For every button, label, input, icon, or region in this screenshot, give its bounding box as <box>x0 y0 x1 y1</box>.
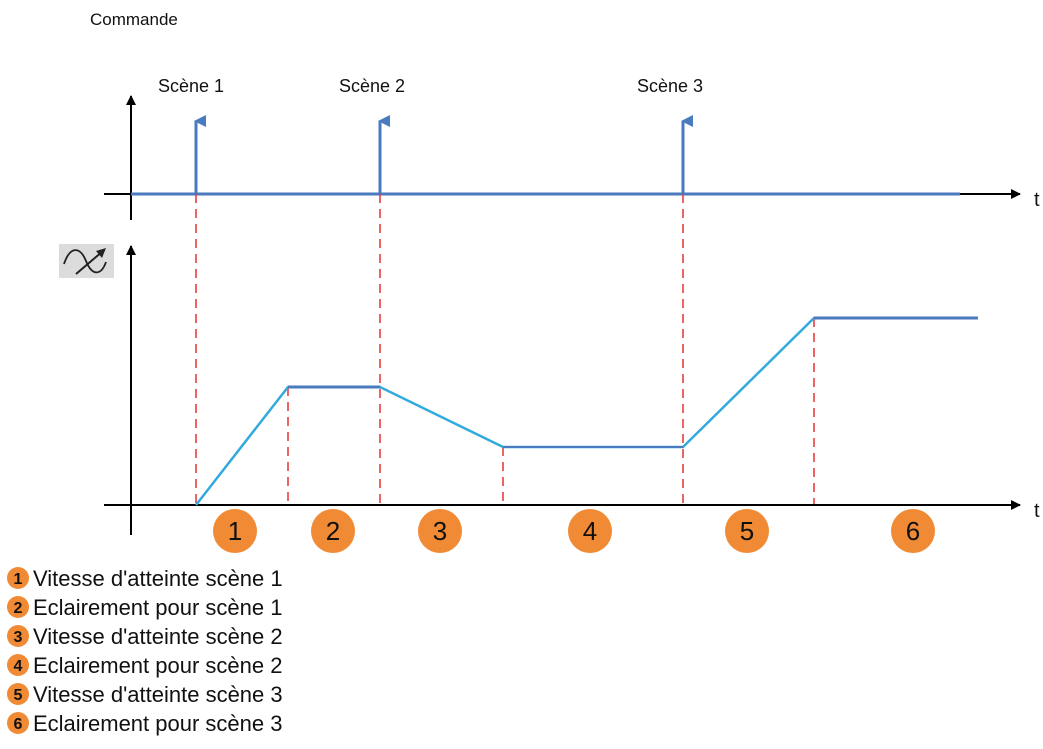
legend-text: Vitesse d'atteinte scène 3 <box>33 682 283 707</box>
phase-badge-5 <box>725 509 769 553</box>
light-level-curve <box>195 316 978 506</box>
phase-6-number: 6 <box>906 516 920 546</box>
legend-text: Vitesse d'atteinte scène 2 <box>33 624 283 649</box>
legend-badge <box>7 683 29 705</box>
phase-1-number: 1 <box>228 516 242 546</box>
phase-badge-6 <box>891 509 935 553</box>
legend-badge <box>7 625 29 647</box>
legend-item: 5 Vitesse d'atteinte scène 3 <box>7 682 283 707</box>
legend-item: 1 Vitesse d'atteinte scène 1 <box>7 566 283 591</box>
phase-badges: 1 2 3 4 5 6 <box>213 509 935 553</box>
dimmer-curve-icon <box>59 244 114 278</box>
legend-badge <box>7 567 29 589</box>
phase-badge-4 <box>568 509 612 553</box>
legend-number: 6 <box>14 716 23 733</box>
legend-item: 2 Eclairement pour scène 1 <box>7 595 282 620</box>
legend-item: 6 Eclairement pour scène 3 <box>7 711 282 736</box>
phase-badge-1 <box>213 509 257 553</box>
phase-2-number: 2 <box>326 516 340 546</box>
phase-5-number: 5 <box>740 516 754 546</box>
legend-badge <box>7 596 29 618</box>
legend: 1 Vitesse d'atteinte scène 1 2 Eclaireme… <box>7 566 283 736</box>
legend-text: Eclairement pour scène 1 <box>33 595 282 620</box>
legend-text: Eclairement pour scène 3 <box>33 711 282 736</box>
phase-badge-3 <box>418 509 462 553</box>
legend-number: 2 <box>14 600 23 617</box>
diagram-title: Commande <box>90 10 178 29</box>
phase-badge-2 <box>311 509 355 553</box>
legend-badge <box>7 654 29 676</box>
phase-3-number: 3 <box>433 516 447 546</box>
command-axis-t-label: t <box>1034 189 1040 211</box>
legend-number: 5 <box>14 687 23 704</box>
legend-item: 3 Vitesse d'atteinte scène 2 <box>7 624 283 649</box>
phase-markers <box>195 194 815 505</box>
legend-number: 4 <box>14 658 23 675</box>
legend-badge <box>7 712 29 734</box>
legend-number: 1 <box>14 571 23 588</box>
legend-number: 3 <box>14 629 23 646</box>
legend-text: Eclairement pour scène 2 <box>33 653 282 678</box>
scene-2-label: Scène 2 <box>339 76 405 96</box>
scene-1-label: Scène 1 <box>158 76 224 96</box>
phase-4-number: 4 <box>583 516 597 546</box>
legend-item: 4 Eclairement pour scène 2 <box>7 653 282 678</box>
scene-3-label: Scène 3 <box>637 76 703 96</box>
legend-text: Vitesse d'atteinte scène 1 <box>33 566 283 591</box>
level-axis-t-label: t <box>1034 500 1040 522</box>
